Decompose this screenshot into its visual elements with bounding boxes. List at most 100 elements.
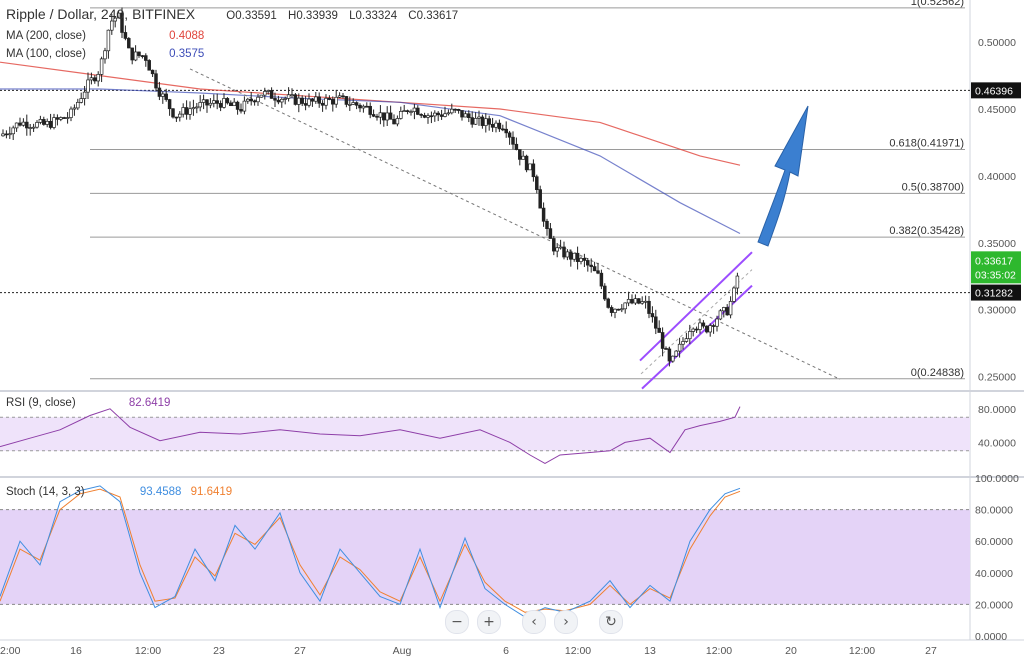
candle-body [606,298,610,308]
candle-body [28,127,32,129]
bar-countdown-label: 03:35:02 [975,269,1016,281]
scroll-right-button[interactable]: › [554,610,578,634]
fib-label: 0.5(0.38700) [902,181,964,193]
rsi-tick-label: 80.0000 [978,404,1016,416]
scroll-left-button[interactable]: ‹ [522,610,546,634]
candle-body [191,107,196,110]
candle-body [110,20,114,31]
rsi-line [0,406,741,464]
candle-body [647,300,651,314]
rsi-legend[interactable]: RSI (9, close) 82.6419 [6,397,170,409]
candle-body [446,112,451,115]
candle-body [603,285,607,300]
candle-body [405,110,410,113]
candle-body [307,98,311,106]
candle-body [89,77,94,81]
candle-body [144,55,148,61]
candle-body [688,331,692,340]
candle-body [422,115,427,118]
candle-body [229,102,233,107]
candle-body [698,322,702,330]
candle-body [497,122,502,130]
candle-body [188,108,192,115]
ma200-legend[interactable]: MA (200, close) 0.4088 [6,30,204,42]
candle-body [93,77,97,82]
candle-body [11,127,15,135]
channel-upper-line [639,251,753,362]
candle-body [521,155,525,160]
candle-body [249,98,253,102]
candle-body [467,113,471,119]
candle-body [599,272,604,287]
time-tick-label: Aug [393,645,412,657]
candle-body [290,94,294,97]
candle-body [334,96,338,105]
candle-body [582,257,587,261]
candle-body [575,252,580,262]
close-value: 0.33617 [416,10,459,22]
candle-body [674,350,678,357]
candle-body [436,112,440,116]
candle-body [626,299,631,304]
candle-body [348,104,352,106]
candle-body [103,50,107,60]
price-level-lines [0,89,970,294]
time-tick-label: 27 [925,645,937,657]
candle-body [460,110,464,118]
candle-body [283,98,287,100]
candle-body [694,328,699,331]
reset-chart-button[interactable]: ↻ [599,610,623,634]
candle-body [303,103,308,106]
candle-body [456,109,461,111]
candle-body [164,93,168,100]
candle-body [535,176,539,190]
candle-body [671,355,675,362]
zoom-in-button[interactable]: + [477,610,501,634]
candle-body [314,96,318,102]
price-tick-label: 0.35000 [978,238,1016,250]
candle-body [620,308,624,311]
candle-body [96,74,100,82]
open-label: O [226,10,236,22]
candle-body [382,112,386,121]
candle-body [181,107,185,115]
candle-body [711,325,716,327]
ma200-label: MA (200, close) [6,30,86,42]
candle-body [52,117,56,128]
candle-body [477,116,481,119]
candle-body [331,99,335,105]
candle-body [409,111,413,113]
candle-body [715,318,719,327]
candle-body [524,155,529,171]
ma100-legend[interactable]: MA (100, close) 0.3575 [6,48,204,60]
candle-body [167,99,172,110]
ohlc-readout: O0.33591 H0.33939 L0.33324 C0.33617 [226,10,458,22]
candle-body [72,107,77,110]
candle-body [344,96,349,105]
candle-body [232,101,236,107]
price-tick-label: 0.30000 [978,305,1016,317]
stoch-tick-label: 0.0000 [975,631,1007,643]
candle-body [246,98,250,102]
candle-body [195,106,199,109]
price-tick-label: 0.45000 [978,104,1016,116]
candle-body [701,322,706,327]
stoch-d-line [0,488,741,613]
candle-body [212,100,216,104]
candle-body [494,122,498,128]
candle-body [171,108,175,118]
stoch-legend[interactable]: Stoch (14, 3, 3) 93.4588 91.6419 [6,486,232,498]
candle-body [722,307,726,312]
ma100-value: 0.3575 [169,48,205,60]
zoom-out-button[interactable]: − [445,610,469,634]
candle-body [174,116,179,119]
candle-body [358,104,362,109]
candle-body [623,302,627,310]
candle-body [443,113,447,117]
candle-body [184,107,189,115]
candle-body [531,163,536,178]
time-tick-label: 12:00 [849,645,875,657]
fib-label: 0.618(0.41971) [889,138,964,150]
candle-body [732,287,736,302]
